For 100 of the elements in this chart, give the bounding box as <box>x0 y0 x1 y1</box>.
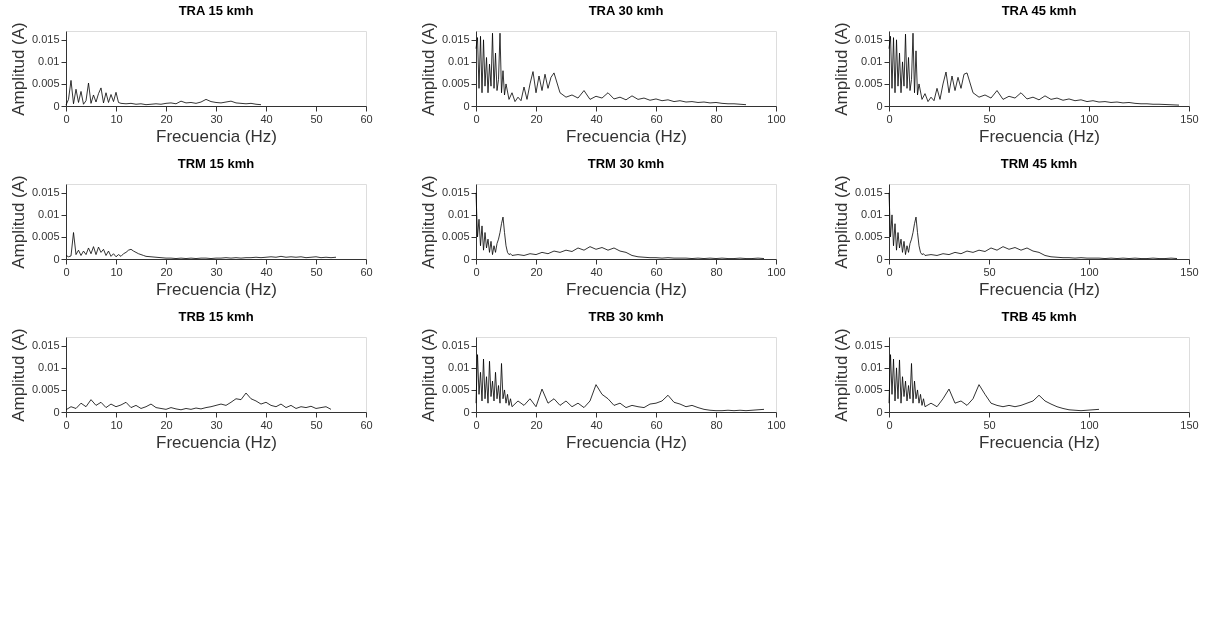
x-tick-label: 20 <box>160 265 173 278</box>
x-tick-label: 150 <box>1180 112 1199 125</box>
y-tick-label: 0.015 <box>31 186 60 199</box>
x-tick-label: 10 <box>110 265 123 278</box>
x-tick-label: 30 <box>210 265 223 278</box>
x-tick-label: 20 <box>530 265 543 278</box>
y-tick-label: 0.01 <box>38 208 60 221</box>
x-axis-title: Frecuencia (Hz) <box>156 126 277 146</box>
chart-title: TRA 45 kmh <box>1001 2 1077 18</box>
x-tick-label: 0 <box>886 418 893 431</box>
y-axis-title: Amplitud (A) <box>8 175 28 269</box>
y-tick-label: 0.01 <box>38 55 60 68</box>
x-tick-label: 100 <box>1080 265 1099 278</box>
y-tick-label: 0.01 <box>448 208 470 221</box>
y-tick-label: 0.015 <box>31 339 60 352</box>
x-tick-label: 150 <box>1180 418 1199 431</box>
x-tick-label: 0 <box>473 112 480 125</box>
y-tick-label: 0.01 <box>861 208 883 221</box>
line-series <box>888 32 1180 106</box>
line-series <box>888 192 1178 259</box>
y-tick-label: 0.005 <box>31 230 60 243</box>
x-tick-label: 100 <box>767 112 786 125</box>
line-series <box>475 192 765 259</box>
x-tick-label: 60 <box>360 265 373 278</box>
x-tick-label: 20 <box>530 418 543 431</box>
x-tick-label: 10 <box>110 112 123 125</box>
x-tick-label: 40 <box>260 265 273 278</box>
y-tick-label: 0 <box>876 405 883 418</box>
y-tick-label: 0 <box>53 405 60 418</box>
chart-title: TRB 30 kmh <box>588 308 664 324</box>
y-tick-label: 0.01 <box>448 55 470 68</box>
y-tick-label: 0.015 <box>854 186 883 199</box>
x-tick-label: 40 <box>260 112 273 125</box>
chart-title: TRA 15 kmh <box>178 2 254 18</box>
x-tick-label: 80 <box>710 265 723 278</box>
x-tick-label: 150 <box>1180 265 1199 278</box>
y-tick-label: 0.015 <box>441 339 470 352</box>
x-tick-label: 50 <box>983 112 996 125</box>
y-tick-label: 0 <box>53 99 60 112</box>
y-tick-label: 0 <box>53 252 60 265</box>
x-tick-label: 60 <box>360 112 373 125</box>
x-tick-label: 0 <box>473 265 480 278</box>
y-tick-label: 0.01 <box>861 361 883 374</box>
x-tick-label: 0 <box>886 265 893 278</box>
x-axis-title: Frecuencia (Hz) <box>156 279 277 299</box>
y-axis-title: Amplitud (A) <box>8 22 28 116</box>
x-tick-label: 50 <box>983 265 996 278</box>
x-tick-label: 20 <box>530 112 543 125</box>
line-series <box>475 354 765 412</box>
y-tick-label: 0 <box>876 99 883 112</box>
y-axis-title: Amplitud (A) <box>418 175 438 269</box>
x-tick-label: 40 <box>590 265 603 278</box>
x-tick-label: 100 <box>767 418 786 431</box>
x-tick-label: 40 <box>590 418 603 431</box>
x-tick-label: 100 <box>1080 112 1099 125</box>
line-series <box>888 354 1100 412</box>
y-tick-label: 0.005 <box>854 230 883 243</box>
x-tick-label: 0 <box>63 418 70 431</box>
x-tick-label: 10 <box>110 418 123 431</box>
y-tick-label: 0 <box>876 252 883 265</box>
x-tick-label: 60 <box>650 418 663 431</box>
y-tick-label: 0.015 <box>441 33 470 46</box>
chart-title: TRB 45 kmh <box>1001 308 1077 324</box>
y-tick-label: 0.005 <box>441 77 470 90</box>
x-tick-label: 30 <box>210 418 223 431</box>
y-tick-label: 0.01 <box>38 361 60 374</box>
x-tick-label: 50 <box>310 112 323 125</box>
x-axis-title: Frecuencia (Hz) <box>566 279 687 299</box>
x-axis-title: Frecuencia (Hz) <box>979 432 1100 452</box>
y-tick-label: 0.005 <box>441 230 470 243</box>
x-tick-label: 20 <box>160 112 173 125</box>
x-tick-label: 100 <box>1080 418 1099 431</box>
y-axis-title: Amplitud (A) <box>418 22 438 116</box>
y-tick-label: 0.005 <box>31 77 60 90</box>
y-axis-title: Amplitud (A) <box>831 22 851 116</box>
x-axis-title: Frecuencia (Hz) <box>566 126 687 146</box>
x-tick-label: 0 <box>886 112 893 125</box>
y-tick-label: 0.005 <box>441 383 470 396</box>
y-tick-label: 0.015 <box>441 186 470 199</box>
x-tick-label: 60 <box>650 265 663 278</box>
chart-title: TRB 15 kmh <box>178 308 254 324</box>
y-tick-label: 0 <box>463 252 470 265</box>
y-axis-title: Amplitud (A) <box>8 328 28 422</box>
x-tick-label: 60 <box>650 112 663 125</box>
y-tick-label: 0.005 <box>31 383 60 396</box>
x-tick-label: 0 <box>63 112 70 125</box>
y-tick-label: 0.005 <box>854 383 883 396</box>
y-tick-label: 0.01 <box>448 361 470 374</box>
x-tick-label: 60 <box>360 418 373 431</box>
line-series <box>475 32 747 106</box>
chart-title: TRM 15 kmh <box>177 155 255 171</box>
y-tick-label: 0 <box>463 405 470 418</box>
x-tick-label: 40 <box>590 112 603 125</box>
chart-title: TRA 30 kmh <box>588 2 664 18</box>
x-tick-label: 50 <box>310 265 323 278</box>
x-tick-label: 0 <box>63 265 70 278</box>
x-axis-title: Frecuencia (Hz) <box>979 126 1100 146</box>
x-axis-title: Frecuencia (Hz) <box>566 432 687 452</box>
x-tick-label: 20 <box>160 418 173 431</box>
x-tick-label: 50 <box>310 418 323 431</box>
